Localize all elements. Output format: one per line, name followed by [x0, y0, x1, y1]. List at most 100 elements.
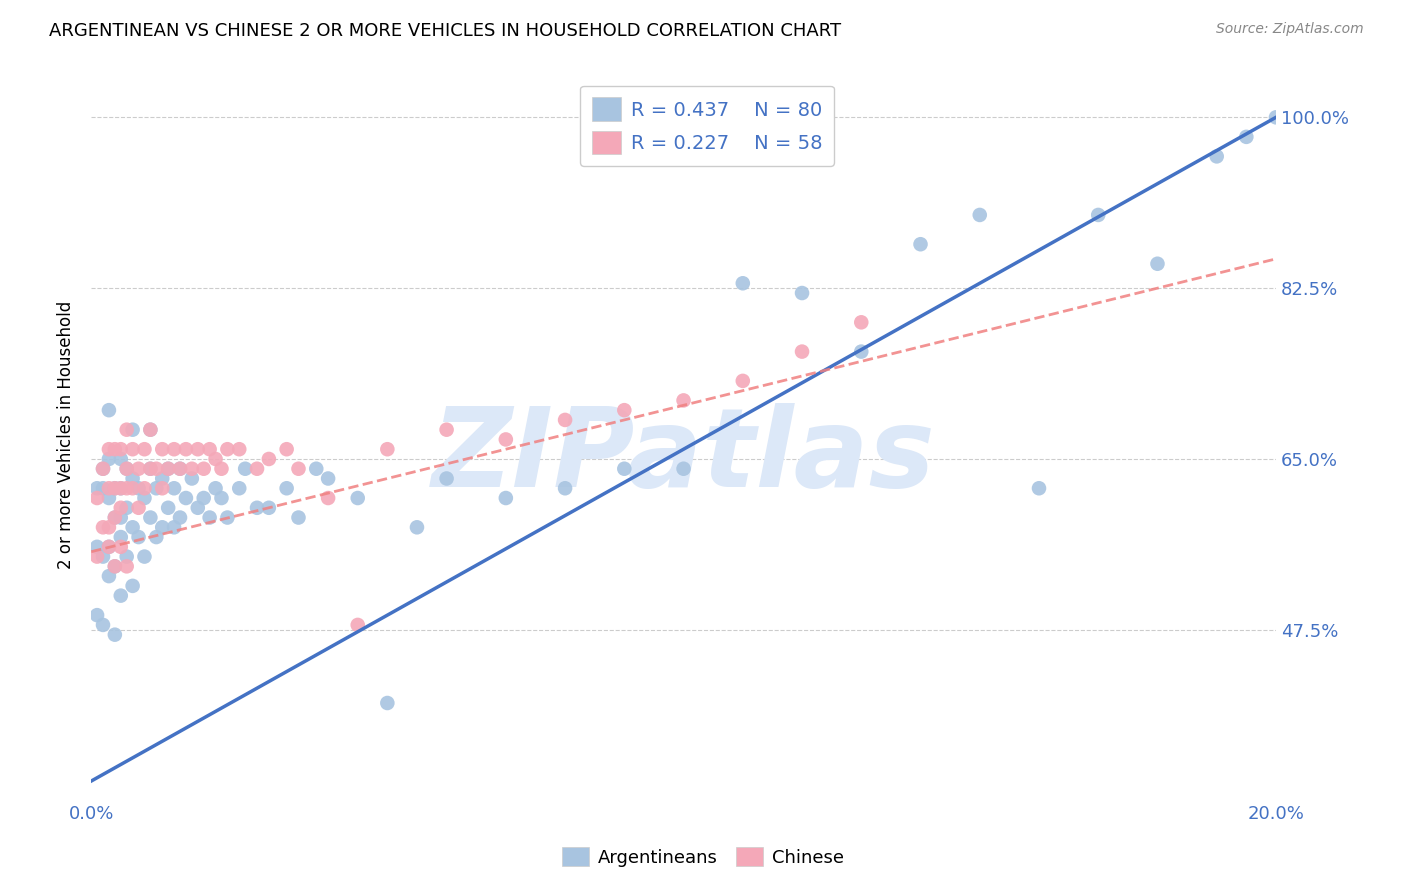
Point	[121, 423, 143, 437]
Point	[851, 344, 873, 359]
Point	[104, 628, 127, 642]
Point	[139, 461, 162, 475]
Point	[91, 461, 114, 475]
Point	[104, 510, 127, 524]
Point	[104, 442, 127, 457]
Point	[316, 491, 339, 505]
Point	[134, 549, 156, 564]
Point	[377, 442, 399, 457]
Point	[305, 461, 328, 475]
Point	[910, 237, 932, 252]
Point	[316, 471, 339, 485]
Point	[91, 461, 114, 475]
Point	[204, 452, 226, 467]
Point	[211, 491, 233, 505]
Text: ZIPatlas: ZIPatlas	[432, 403, 935, 510]
Point	[613, 461, 636, 475]
Point	[1087, 208, 1109, 222]
Point	[1146, 257, 1168, 271]
Point	[121, 442, 143, 457]
Point	[110, 500, 132, 515]
Point	[115, 559, 138, 574]
Point	[97, 481, 120, 495]
Point	[104, 559, 127, 574]
Point	[91, 618, 114, 632]
Point	[174, 491, 197, 505]
Point	[104, 510, 127, 524]
Point	[157, 461, 180, 475]
Point	[115, 461, 138, 475]
Point	[121, 579, 143, 593]
Point	[287, 461, 309, 475]
Point	[613, 403, 636, 417]
Point	[150, 520, 173, 534]
Point	[228, 481, 250, 495]
Point	[110, 442, 132, 457]
Point	[86, 540, 108, 554]
Point	[97, 540, 120, 554]
Point	[287, 510, 309, 524]
Point	[198, 442, 221, 457]
Point	[157, 500, 180, 515]
Point	[163, 481, 186, 495]
Point	[731, 374, 754, 388]
Point	[193, 491, 215, 505]
Point	[97, 569, 120, 583]
Point	[104, 481, 127, 495]
Point	[346, 491, 368, 505]
Point	[228, 442, 250, 457]
Point	[97, 452, 120, 467]
Point	[110, 589, 132, 603]
Point	[115, 423, 138, 437]
Point	[163, 520, 186, 534]
Point	[672, 393, 695, 408]
Point	[169, 510, 191, 524]
Point	[211, 461, 233, 475]
Point	[115, 461, 138, 475]
Point	[86, 481, 108, 495]
Text: ARGENTINEAN VS CHINESE 2 OR MORE VEHICLES IN HOUSEHOLD CORRELATION CHART: ARGENTINEAN VS CHINESE 2 OR MORE VEHICLE…	[49, 22, 841, 40]
Point	[150, 481, 173, 495]
Point	[110, 530, 132, 544]
Point	[145, 530, 167, 544]
Point	[97, 520, 120, 534]
Point	[157, 461, 180, 475]
Point	[110, 481, 132, 495]
Point	[246, 500, 269, 515]
Point	[406, 520, 429, 534]
Point	[436, 471, 458, 485]
Point	[554, 481, 576, 495]
Point	[1265, 111, 1288, 125]
Point	[1028, 481, 1050, 495]
Point	[128, 461, 150, 475]
Point	[91, 549, 114, 564]
Point	[86, 491, 108, 505]
Point	[436, 423, 458, 437]
Point	[104, 559, 127, 574]
Point	[115, 481, 138, 495]
Point	[851, 315, 873, 329]
Point	[139, 461, 162, 475]
Point	[97, 442, 120, 457]
Point	[554, 413, 576, 427]
Point	[91, 481, 114, 495]
Point	[346, 618, 368, 632]
Point	[145, 481, 167, 495]
Point	[134, 481, 156, 495]
Point	[198, 510, 221, 524]
Point	[97, 540, 120, 554]
Point	[1205, 149, 1227, 163]
Point	[104, 481, 127, 495]
Point	[97, 403, 120, 417]
Point	[121, 471, 143, 485]
Point	[169, 461, 191, 475]
Point	[193, 461, 215, 475]
Point	[257, 500, 280, 515]
Point	[110, 540, 132, 554]
Point	[134, 491, 156, 505]
Point	[139, 423, 162, 437]
Point	[150, 471, 173, 485]
Point	[1234, 129, 1257, 144]
Point	[495, 491, 517, 505]
Point	[187, 442, 209, 457]
